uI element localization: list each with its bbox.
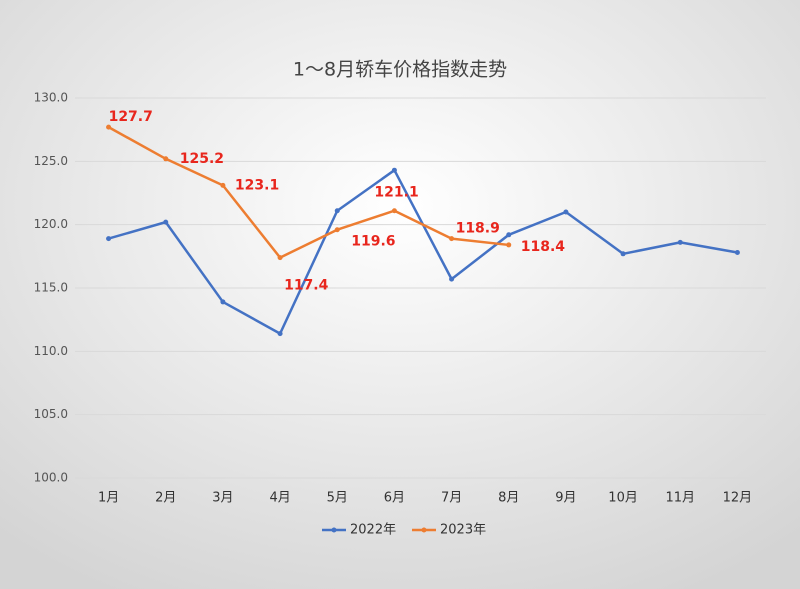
- point: [677, 239, 683, 245]
- x-tick-label: 7月: [441, 491, 462, 506]
- point: [163, 156, 169, 162]
- data-label: 117.4: [284, 278, 329, 294]
- x-tick-label: 11月: [665, 491, 695, 506]
- chart-title: 1～8月轿车价格指数走势: [293, 59, 507, 81]
- x-tick-label: 2月: [155, 491, 176, 506]
- point: [106, 236, 112, 242]
- point: [506, 242, 512, 248]
- point: [334, 208, 340, 214]
- x-tick-label: 1月: [98, 491, 119, 506]
- y-tick-label: 115.0: [34, 281, 68, 295]
- y-tick-label: 130.0: [34, 91, 68, 105]
- x-tick-label: 4月: [269, 491, 290, 506]
- x-tick-label: 12月: [723, 491, 753, 506]
- x-tick-label: 9月: [555, 491, 576, 506]
- x-tick-label: 10月: [608, 491, 638, 506]
- y-tick-label: 110.0: [34, 344, 68, 358]
- data-label: 123.1: [235, 177, 279, 193]
- data-label: 118.9: [456, 221, 500, 237]
- x-tick-label: 3月: [212, 491, 233, 506]
- legend-label: 2023年: [440, 523, 486, 538]
- x-tick-label: 5月: [327, 491, 348, 506]
- point: [163, 219, 169, 225]
- point: [734, 250, 740, 256]
- data-label: 127.7: [109, 109, 153, 125]
- y-tick-label: 105.0: [34, 407, 68, 421]
- legend-label: 2022年: [350, 523, 396, 538]
- legend-marker: [421, 527, 427, 533]
- point: [391, 208, 397, 214]
- point: [220, 299, 226, 305]
- point: [277, 331, 283, 337]
- x-tick-label: 6月: [384, 491, 405, 506]
- point: [620, 251, 626, 257]
- point: [220, 182, 226, 188]
- y-tick-label: 125.0: [34, 154, 68, 168]
- legend-marker: [331, 527, 337, 533]
- data-label: 121.1: [374, 185, 418, 201]
- series-line: [107, 126, 509, 259]
- point: [391, 167, 397, 173]
- y-tick-label: 100.0: [34, 471, 68, 485]
- data-label: 119.6: [351, 234, 395, 250]
- point: [449, 236, 455, 242]
- point: [277, 255, 283, 261]
- data-label: 118.4: [521, 239, 566, 255]
- point: [563, 209, 569, 215]
- point: [449, 276, 455, 282]
- y-tick-label: 120.0: [34, 217, 68, 231]
- data-label: 125.2: [180, 151, 224, 167]
- point: [506, 232, 512, 238]
- x-tick-label: 8月: [498, 491, 519, 506]
- point: [334, 227, 340, 233]
- point: [106, 124, 112, 130]
